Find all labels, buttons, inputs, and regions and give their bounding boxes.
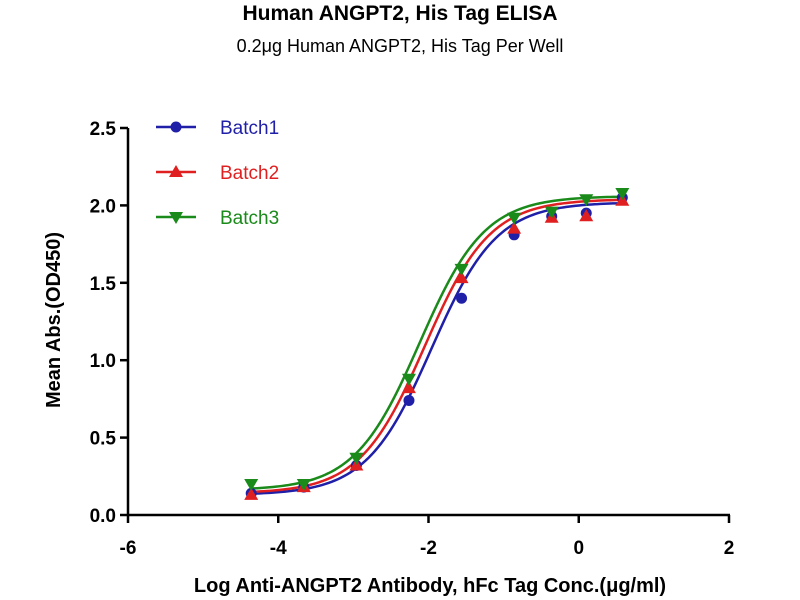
x-tick-label: 0 bbox=[573, 538, 584, 559]
data-point-batch3 bbox=[349, 452, 364, 465]
y-tick-label: 1.5 bbox=[90, 274, 117, 295]
data-point-batch1 bbox=[456, 292, 468, 304]
x-tick-label: -6 bbox=[120, 538, 137, 559]
legend-marker bbox=[170, 121, 182, 133]
fit-curve-batch1 bbox=[251, 201, 623, 495]
y-tick-label: 1.0 bbox=[90, 351, 116, 372]
y-tick-label: 0.5 bbox=[90, 429, 117, 450]
legend-label: Batch2 bbox=[220, 163, 279, 184]
data-point-batch3 bbox=[507, 212, 522, 225]
data-point-batch3 bbox=[615, 188, 630, 201]
fit-curves bbox=[251, 195, 623, 495]
y-tick-label: 2.0 bbox=[90, 196, 116, 217]
data-point-batch2 bbox=[244, 487, 259, 500]
x-tick-label: -2 bbox=[420, 538, 437, 559]
data-points bbox=[244, 188, 630, 500]
axes: 0.0 0.5 1.0 1.5 2.0 2.5 -6 -4 -2 0 2 bbox=[90, 119, 735, 559]
fit-curve-batch3 bbox=[251, 195, 623, 490]
y-axis-label: Mean Abs.(OD450) bbox=[43, 232, 65, 408]
data-point-batch3 bbox=[454, 263, 469, 276]
data-point-batch2 bbox=[401, 381, 416, 394]
data-point-batch2 bbox=[454, 271, 469, 284]
legend-label: Batch3 bbox=[220, 208, 279, 229]
data-point-batch2 bbox=[507, 221, 522, 234]
legend-label: Batch1 bbox=[220, 118, 279, 139]
data-point-batch2 bbox=[579, 209, 594, 222]
chart-subtitle: 0.2μg Human ANGPT2, His Tag Per Well bbox=[236, 36, 564, 56]
legend: Batch1 Batch2 Batch3 bbox=[156, 118, 279, 229]
x-tick-label: 2 bbox=[724, 538, 735, 559]
chart-title: Human ANGPT2, His Tag ELISA bbox=[242, 2, 558, 25]
data-point-batch3 bbox=[579, 194, 594, 207]
y-tick-label: 2.5 bbox=[90, 119, 117, 140]
fit-curve-batch2 bbox=[251, 198, 623, 494]
x-axis-label: Log Anti-ANGPT2 Antibody, hFc Tag Conc.(… bbox=[194, 575, 666, 597]
legend-marker bbox=[169, 212, 183, 224]
data-point-batch3 bbox=[401, 373, 416, 386]
data-point-batch3 bbox=[544, 206, 559, 219]
x-tick-label: -4 bbox=[270, 538, 287, 559]
y-tick-label: 0.0 bbox=[90, 506, 116, 527]
legend-marker bbox=[169, 165, 183, 177]
data-point-batch1 bbox=[403, 394, 415, 406]
data-point-batch3 bbox=[296, 479, 311, 492]
data-point-batch3 bbox=[244, 479, 259, 492]
